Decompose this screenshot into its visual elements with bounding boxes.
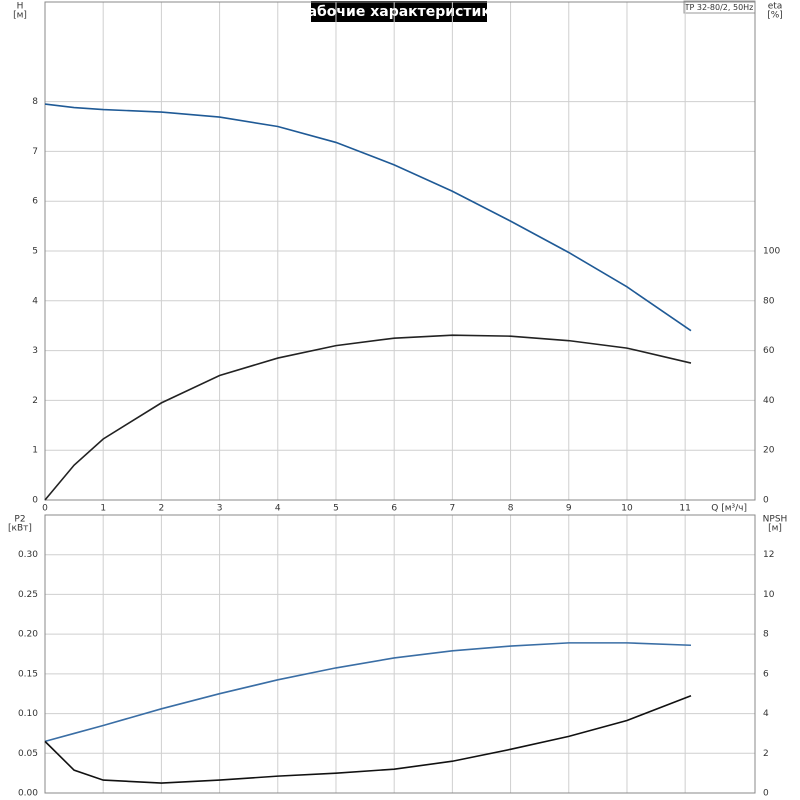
series-line xyxy=(44,334,692,501)
x-tick-label: 9 xyxy=(566,504,572,514)
y-tick-label: 0.15 xyxy=(18,669,38,679)
y2-axis-unit: [%] xyxy=(767,11,783,21)
series-line xyxy=(44,694,692,784)
x-tick-label: 2 xyxy=(159,504,165,514)
y2-tick-label: 0 xyxy=(763,789,769,799)
plot-frame xyxy=(44,514,756,794)
y2-tick-label: 8 xyxy=(763,630,769,640)
y-tick-label: 2 xyxy=(32,396,38,406)
y2-axis-label: eta xyxy=(768,2,783,12)
y-tick-label: 3 xyxy=(32,346,38,356)
x-axis-label: Q [м³/ч] xyxy=(711,504,747,514)
y-tick-label: 0.25 xyxy=(18,590,38,600)
y2-tick-label: 0 xyxy=(763,496,769,506)
x-tick-label: 10 xyxy=(621,504,633,514)
x-tick-label: 6 xyxy=(391,504,397,514)
series-line xyxy=(44,642,692,743)
y-tick-label: 0.20 xyxy=(18,630,38,640)
y2-tick-label: 100 xyxy=(763,247,780,257)
y-tick-label: 0.00 xyxy=(18,789,38,799)
x-tick-label: 0 xyxy=(42,504,48,514)
y-tick-label: 5 xyxy=(32,247,38,257)
y-tick-label: 7 xyxy=(32,147,38,157)
y-tick-label: 0 xyxy=(32,496,38,506)
y2-tick-label: 60 xyxy=(763,346,775,356)
pump-label: TP 32-80/2, 50Hz xyxy=(684,3,754,12)
y-tick-label: 8 xyxy=(32,97,38,107)
y-tick-label: 0.30 xyxy=(18,550,38,560)
x-tick-label: 4 xyxy=(275,504,281,514)
y2-tick-label: 10 xyxy=(763,590,775,600)
y-tick-label: 0.10 xyxy=(18,709,38,719)
y2-tick-label: 4 xyxy=(763,709,769,719)
y2-tick-label: 20 xyxy=(763,446,775,456)
x-tick-label: 8 xyxy=(508,504,514,514)
y2-tick-label: 2 xyxy=(763,749,769,759)
x-tick-label: 7 xyxy=(450,504,456,514)
y-axis-label: H xyxy=(17,2,24,12)
y-tick-label: 1 xyxy=(32,446,38,456)
x-tick-label: 1 xyxy=(100,504,106,514)
y-axis-unit: [кВт] xyxy=(8,524,32,534)
y2-tick-label: 12 xyxy=(763,550,774,560)
chart-title: Рабочие характеристики xyxy=(297,4,500,20)
x-tick-label: 5 xyxy=(333,504,339,514)
y-axis-label: P2 xyxy=(14,515,25,525)
plot-frame xyxy=(44,1,756,501)
y-tick-label: 0.05 xyxy=(18,749,38,759)
y2-axis-label: NPSH xyxy=(763,515,788,525)
y-tick-label: 6 xyxy=(32,197,38,207)
y2-tick-label: 80 xyxy=(763,296,775,306)
x-tick-label: 3 xyxy=(217,504,223,514)
x-tick-label: 11 xyxy=(679,504,690,514)
y2-tick-label: 6 xyxy=(763,669,769,679)
y-tick-label: 4 xyxy=(32,296,38,306)
y2-axis-unit: [м] xyxy=(768,524,782,534)
y-axis-unit: [м] xyxy=(13,11,27,21)
title-box xyxy=(311,1,487,22)
y2-tick-label: 40 xyxy=(763,396,775,406)
series-line xyxy=(44,103,692,332)
